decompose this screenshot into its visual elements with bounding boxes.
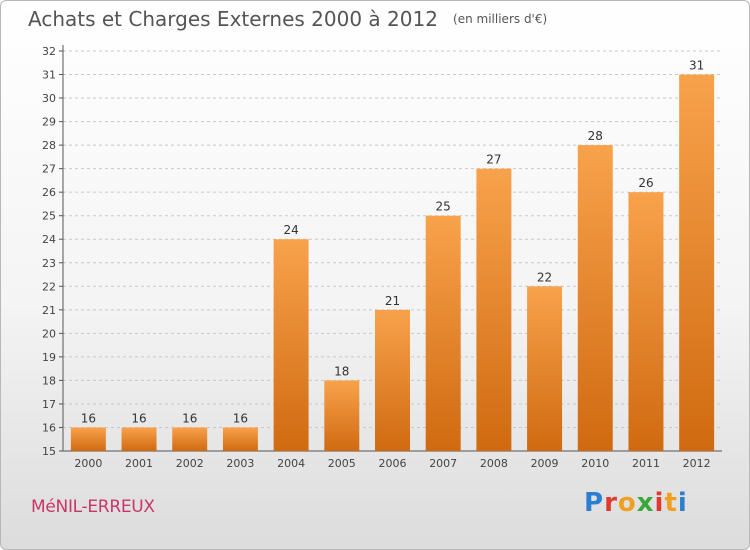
y-tick-label: 15 xyxy=(42,445,56,458)
bar-2005 xyxy=(324,380,360,451)
y-tick-label: 27 xyxy=(42,163,56,176)
title-row: Achats et Charges Externes 2000 à 2012 (… xyxy=(28,7,547,31)
x-tick-label-2002: 2002 xyxy=(176,457,204,470)
data-label-2011: 26 xyxy=(638,176,653,190)
data-label-2007: 25 xyxy=(436,200,451,214)
data-label-2001: 16 xyxy=(131,411,146,425)
bar-2004 xyxy=(273,239,309,451)
x-tick-label-2010: 2010 xyxy=(581,457,609,470)
y-tick-label: 21 xyxy=(42,304,56,317)
y-tick-label: 20 xyxy=(42,327,56,340)
x-tick-label-2001: 2001 xyxy=(125,457,153,470)
data-label-2002: 16 xyxy=(182,411,197,425)
y-tick-label: 23 xyxy=(42,257,56,270)
x-tick-label-2005: 2005 xyxy=(328,457,356,470)
y-tick-label: 25 xyxy=(42,210,56,223)
data-label-2009: 22 xyxy=(537,270,552,284)
bar-2010 xyxy=(577,145,613,451)
y-tick-label: 22 xyxy=(42,280,56,293)
bar-2011 xyxy=(628,192,664,452)
x-tick-label-2007: 2007 xyxy=(429,457,457,470)
data-label-2008: 27 xyxy=(486,153,501,167)
y-tick-label: 28 xyxy=(42,139,56,152)
x-tick-label-2003: 2003 xyxy=(226,457,254,470)
x-tick-label-2006: 2006 xyxy=(379,457,407,470)
data-label-2010: 28 xyxy=(588,129,603,143)
bar-2009 xyxy=(527,286,563,451)
bars xyxy=(70,74,715,452)
x-tick-label-2012: 2012 xyxy=(683,457,711,470)
bar-2002 xyxy=(172,427,208,451)
chart-unit: (en milliers d'€) xyxy=(453,12,548,26)
bar-2006 xyxy=(375,309,410,451)
chart-title: Achats et Charges Externes 2000 à 2012 xyxy=(28,7,438,31)
proxiti-logo: Proxiti xyxy=(584,488,688,518)
data-label-2012: 31 xyxy=(689,59,704,73)
x-tick-label-2008: 2008 xyxy=(480,457,508,470)
data-label-2006: 21 xyxy=(385,294,400,308)
data-label-2000: 16 xyxy=(81,411,96,425)
data-label-2005: 18 xyxy=(334,364,349,378)
y-tick-label: 32 xyxy=(42,45,56,58)
labels: 15 16 17 18 19 20 21 22 23 24 25 26 27 28 29 30 31 32 16 20… xyxy=(42,45,711,470)
y-tick-label: 29 xyxy=(42,116,56,129)
x-tick-label-2009: 2009 xyxy=(531,457,559,470)
bar-2007 xyxy=(425,215,461,451)
y-tick-label: 19 xyxy=(42,351,56,364)
y-tick-label: 26 xyxy=(42,186,56,199)
bar-2001 xyxy=(121,427,157,451)
data-label-2003: 16 xyxy=(233,411,248,425)
y-tick-label: 16 xyxy=(42,421,56,434)
commune-name: MéNIL-ERREUX xyxy=(31,497,155,517)
y-tick-label: 30 xyxy=(42,92,56,105)
y-tick-label: 17 xyxy=(42,398,56,411)
y-tick-label: 24 xyxy=(42,233,56,246)
y-tick-label: 18 xyxy=(42,374,56,387)
y-tick-label: 31 xyxy=(42,69,56,82)
x-tick-label-2011: 2011 xyxy=(632,457,660,470)
bar-2000 xyxy=(70,427,106,451)
bar-2008 xyxy=(476,168,512,451)
data-label-2004: 24 xyxy=(283,223,298,237)
bar-2003 xyxy=(222,427,258,451)
x-tick-label-2004: 2004 xyxy=(277,457,305,470)
x-tick-label-2000: 2000 xyxy=(74,457,102,470)
bar-2012 xyxy=(679,74,715,451)
